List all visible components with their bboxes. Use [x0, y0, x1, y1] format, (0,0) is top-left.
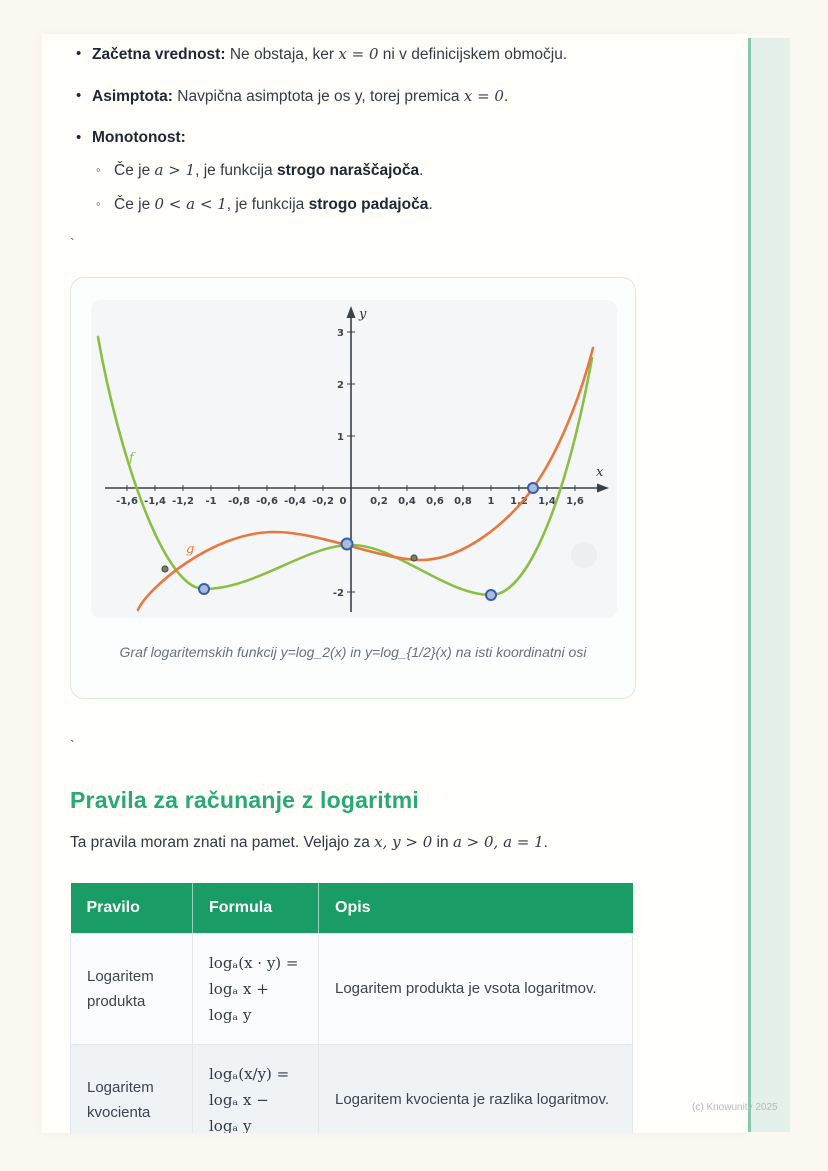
table-header-row: Pravilo Formula Opis — [70, 883, 633, 933]
x-axis-arrow-icon — [597, 483, 609, 493]
svg-text:-1,4: -1,4 — [144, 496, 166, 507]
column-header-formula: Formula — [192, 883, 319, 933]
bullet-bold-text: strogo padajoča — [308, 196, 429, 213]
function-graph: -1,6 -1,4 -1,2 -1 -0,8 -0,6 -0,4 -0,2 0 … — [96, 306, 609, 612]
svg-text:-1: -1 — [205, 496, 216, 507]
bullet-label: Asimptota: — [92, 88, 173, 105]
x-axis-label: x — [596, 465, 604, 480]
sub-bullet-list: Če je a > 1, je funkcija strogo naraščaj… — [92, 158, 722, 217]
math-inline: a > 0, a = 1 — [452, 833, 544, 851]
curve-f — [96, 335, 594, 597]
figure-caption: Graf logaritemskih funkcij y=log_2(x) in… — [119, 644, 587, 660]
math-inline: a > 1 — [154, 161, 196, 179]
formula-line: logₐ(x · y) = — [209, 953, 299, 972]
intro-text: in — [432, 834, 453, 851]
intersection-dots — [161, 554, 418, 573]
section-heading: Pravila za računanje z logaritmi — [70, 787, 419, 813]
table-row: Logaritem produkta logₐ(x · y) = logₐ x … — [70, 932, 633, 1045]
scroll-indicator[interactable] — [748, 38, 790, 1132]
cell-pravilo: Logaritem produkta — [70, 932, 193, 1045]
curve-g-label: g — [186, 542, 194, 557]
bullet-text: , je funkcija — [195, 162, 277, 179]
graph-figure-card: -1,6 -1,4 -1,2 -1 -0,8 -0,6 -0,4 -0,2 0 … — [70, 277, 636, 699]
x-tick-labels: -1,6 -1,4 -1,2 -1 -0,8 -0,6 -0,4 -0,2 0 … — [116, 496, 584, 507]
bullet-text: . — [428, 196, 433, 213]
bullet-text: Ne obstaja, ker — [225, 46, 339, 63]
y-axis-label: y — [358, 307, 367, 322]
intro-text: . — [543, 834, 548, 851]
math-inline: 0 < a < 1 — [154, 195, 227, 213]
svg-text:1: 1 — [337, 432, 344, 443]
svg-text:0,8: 0,8 — [454, 496, 472, 507]
cell-formula: logₐ(x∕y) = logₐ x − logₐ y — [192, 1043, 319, 1134]
svg-text:0,6: 0,6 — [426, 496, 444, 507]
stray-backtick: ` — [70, 235, 75, 251]
x-tick-marks — [126, 485, 576, 491]
list-item: Če je 0 < a < 1, je funkcija strogo pada… — [92, 192, 722, 217]
section-intro: Ta pravila moram znati na pamet. Veljajo… — [70, 830, 722, 855]
copyright-note: (c) Knowunity 2025 — [692, 1102, 778, 1113]
svg-text:1,4: 1,4 — [538, 496, 556, 507]
svg-text:-0,8: -0,8 — [228, 496, 250, 507]
table-row: Logaritem kvocienta logₐ(x∕y) = logₐ x −… — [70, 1043, 633, 1134]
intro-text: Ta pravila moram znati na pamet. Veljajo… — [70, 834, 375, 851]
svg-text:3: 3 — [337, 328, 344, 339]
curve-g — [136, 346, 595, 612]
svg-text:-0,6: -0,6 — [256, 496, 278, 507]
list-item: Če je a > 1, je funkcija strogo naraščaj… — [92, 158, 722, 183]
bullet-text: ni v definicijskem območju. — [378, 46, 568, 63]
bullet-text: . — [503, 88, 509, 105]
svg-text:1,2: 1,2 — [510, 496, 528, 507]
rules-table: Pravilo Formula Opis Logaritem produkta … — [70, 883, 633, 1133]
cell-formula: logₐ(x · y) = logₐ x + logₐ y — [192, 932, 319, 1045]
svg-text:1,6: 1,6 — [566, 496, 584, 507]
cell-pravilo: Logaritem kvocienta — [70, 1043, 193, 1133]
formula-line: logₐ(x∕y) = — [209, 1064, 290, 1083]
svg-text:-1,6: -1,6 — [116, 496, 138, 507]
bullet-text: Če je — [114, 196, 155, 213]
svg-text:0,4: 0,4 — [398, 496, 416, 507]
svg-text:-2: -2 — [333, 588, 344, 599]
formula-line: logₐ x + logₐ y — [209, 979, 269, 1024]
watermark-icon — [571, 542, 597, 568]
math-inline: x = 0 — [463, 87, 504, 105]
marked-points — [198, 482, 539, 601]
svg-text:-0,2: -0,2 — [312, 496, 334, 507]
list-item: Začetna vrednost: Ne obstaja, ker x = 0 … — [70, 42, 722, 67]
y-tick-labels: 3 2 1 -2 — [333, 328, 344, 599]
y-axis-arrow-icon — [346, 306, 356, 318]
bullet-label: Začetna vrednost: — [92, 46, 226, 63]
list-item: Asimptota: Navpična asimptota je os y, t… — [70, 84, 722, 109]
svg-text:2: 2 — [337, 380, 344, 391]
cell-opis: Logaritem kvocienta je razlika logaritmo… — [318, 1043, 633, 1133]
bullet-text: Če je — [114, 162, 155, 179]
math-inline: x = 0 — [338, 45, 379, 63]
svg-text:-0,4: -0,4 — [284, 496, 306, 507]
y-tick-marks — [347, 331, 355, 593]
bullet-text: , je funkcija — [226, 196, 309, 213]
graph-image: -1,6 -1,4 -1,2 -1 -0,8 -0,6 -0,4 -0,2 0 … — [91, 300, 617, 618]
list-item: Monotonost: Če je a > 1, je funkcija str… — [70, 126, 722, 217]
stray-backtick: ` — [70, 737, 75, 753]
bullet-text: . — [419, 162, 424, 179]
svg-text:1: 1 — [488, 496, 495, 507]
formula-line: logₐ x − logₐ y — [209, 1090, 269, 1134]
bullet-list: Začetna vrednost: Ne obstaja, ker x = 0 … — [70, 42, 722, 217]
bullet-label: Monotonost: — [92, 129, 186, 146]
curve-f-label: f — [128, 451, 136, 466]
column-header-opis: Opis — [318, 883, 633, 933]
cell-opis: Logaritem produkta je vsota logaritmov. — [318, 932, 633, 1045]
svg-text:0: 0 — [340, 496, 347, 507]
svg-text:0,2: 0,2 — [370, 496, 388, 507]
content-area: Začetna vrednost: Ne obstaja, ker x = 0 … — [42, 34, 748, 1133]
svg-text:-1,2: -1,2 — [172, 496, 194, 507]
bullet-text: Navpična asimptota je os y, torej premic… — [172, 88, 464, 105]
column-header-pravilo: Pravilo — [70, 883, 193, 933]
bullet-bold-text: strogo naraščajoča — [276, 162, 420, 179]
math-inline: x, y > 0 — [374, 833, 433, 851]
